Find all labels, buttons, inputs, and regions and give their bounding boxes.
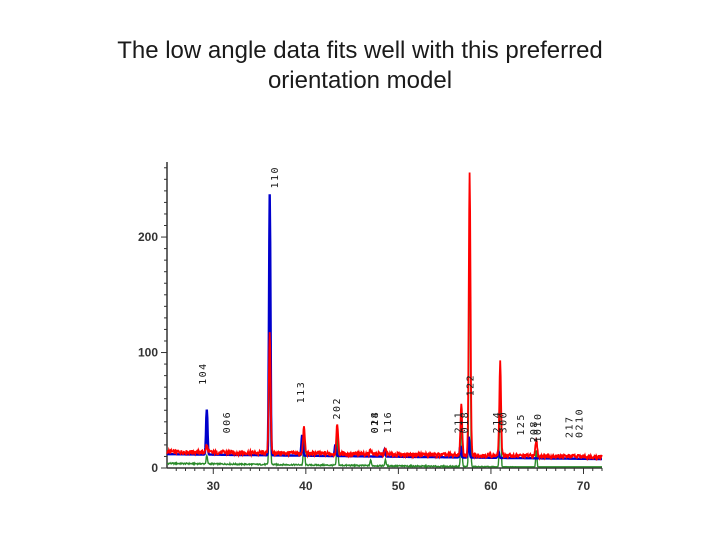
y-tick-label: 100 — [138, 346, 158, 360]
peak-label: 0210 — [575, 408, 586, 438]
peak-label: 110 — [270, 166, 281, 189]
peak-label: 125 — [516, 413, 527, 436]
peak-label: 113 — [296, 381, 307, 404]
traces — [166, 172, 603, 469]
peak-label: 122 — [465, 374, 476, 397]
peak-label: 202 — [332, 397, 343, 420]
peak-label: 1010 — [533, 413, 544, 443]
peak-label: 018 — [370, 411, 381, 434]
peak-label: 211 — [453, 411, 464, 434]
peak-label: 018 — [460, 411, 471, 434]
peak-label: 104 — [198, 362, 209, 385]
axes: 30 40 50 60 70 0 100 200 — [138, 162, 603, 493]
x-tick-label: 70 — [577, 479, 591, 493]
x-tick-label: 40 — [299, 479, 313, 493]
peak-label: 217 — [564, 415, 575, 438]
y-tick-label: 0 — [151, 461, 158, 475]
x-tick-label: 50 — [392, 479, 406, 493]
x-tick-label: 60 — [484, 479, 498, 493]
y-tick-label: 200 — [138, 230, 158, 244]
peak-label: 300 — [499, 411, 510, 434]
x-tick-label: 30 — [207, 479, 221, 493]
slide-title: The low angle data fits well with this p… — [117, 37, 603, 94]
peak-label: 024 — [370, 411, 381, 434]
observed-trace — [166, 172, 603, 462]
peak-label: 214 — [492, 411, 503, 434]
difference-trace — [167, 183, 602, 469]
peak-label: 006 — [222, 411, 233, 434]
peak-label: 116 — [383, 411, 394, 434]
peak-label: 208 — [529, 420, 540, 443]
